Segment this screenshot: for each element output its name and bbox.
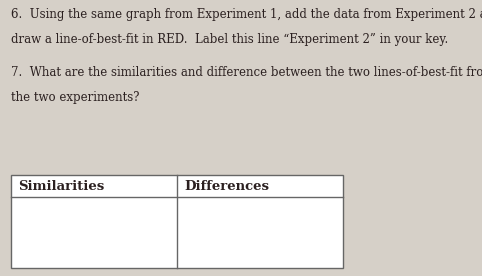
Text: Similarities: Similarities [18,180,104,193]
FancyBboxPatch shape [11,175,343,268]
Text: 6.  Using the same graph from Experiment 1, add the data from Experiment 2 and: 6. Using the same graph from Experiment … [11,8,482,21]
Text: 7.  What are the similarities and difference between the two lines-of-best-fit f: 7. What are the similarities and differe… [11,66,482,79]
Text: the two experiments?: the two experiments? [11,91,139,104]
Text: Differences: Differences [184,180,269,193]
Text: draw a line-of-best-fit in RED.  Label this line “Experiment 2” in your key.: draw a line-of-best-fit in RED. Label th… [11,33,448,46]
